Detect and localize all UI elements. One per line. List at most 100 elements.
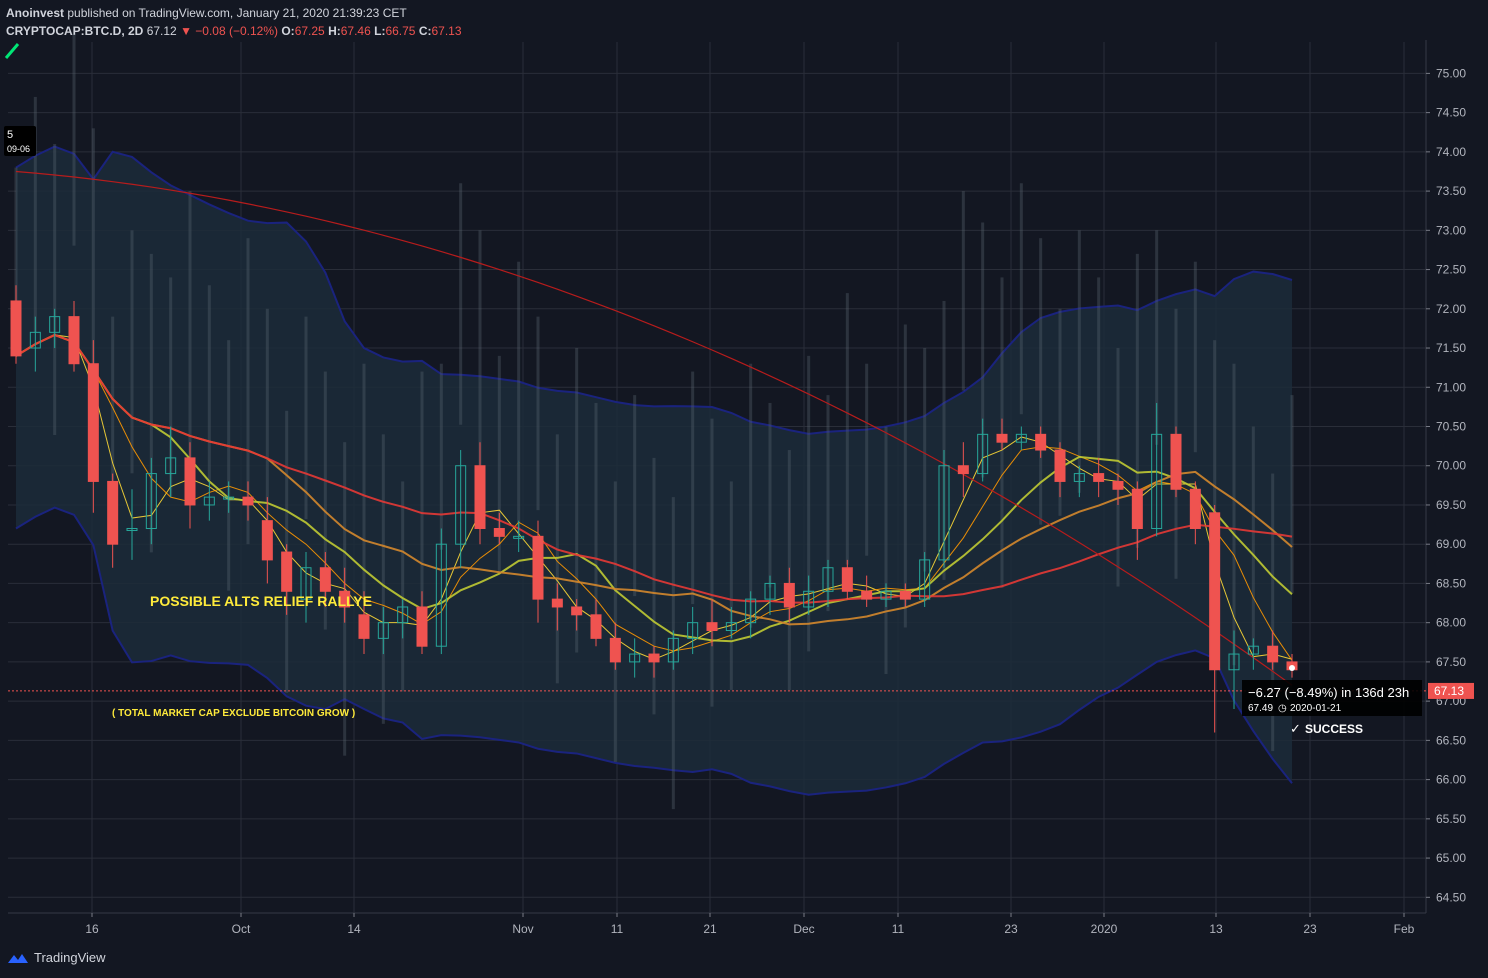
- market-cap-annotation[interactable]: ( TOTAL MARKET CAP EXCLUDE BITCOIN GROW …: [112, 708, 355, 719]
- candle-body: [1035, 433, 1047, 451]
- left-tag-line1: 5: [7, 129, 13, 141]
- volume-bar: [439, 363, 443, 550]
- open-value: 67.25: [294, 24, 325, 38]
- symbol-label[interactable]: CRYPTOCAP:BTC.D, 2D: [6, 24, 144, 38]
- candle-body: [919, 559, 931, 600]
- footer-brand[interactable]: TradingView: [6, 950, 106, 965]
- candle-body: [300, 567, 312, 600]
- price-axis-bg: [1426, 0, 1488, 978]
- candle-body: [261, 520, 273, 561]
- candle-body: [281, 551, 293, 592]
- long-term-average-line: [15, 170, 1293, 686]
- time-tick-label: Nov: [512, 922, 533, 936]
- bollinger-lower-line: [15, 506, 1293, 796]
- candle-body: [822, 567, 834, 592]
- measure-label[interactable]: −6.27 (−8.49%) in 136d 23h 67.49 ◷ 2020-…: [1242, 680, 1422, 716]
- volume-bar: [884, 426, 888, 674]
- candle-body: [358, 614, 370, 639]
- volume-bar: [188, 191, 192, 466]
- volume-bar: [517, 261, 521, 535]
- success-label: SUCCESS: [1305, 722, 1363, 736]
- corner-marker: [4, 43, 20, 59]
- volume-bar: [1019, 183, 1023, 415]
- time-tick-label: Dec: [793, 922, 814, 936]
- time-tick-label: 11: [611, 922, 624, 936]
- candle-body: [416, 606, 428, 647]
- candle-body: [474, 465, 486, 530]
- volume-bar: [807, 355, 811, 652]
- candle-body: [764, 582, 776, 600]
- candle-body: [938, 465, 950, 561]
- volume-bar: [729, 481, 733, 690]
- volume-bar: [691, 371, 695, 605]
- high-value: 67.46: [340, 24, 371, 38]
- price-change: ▼ −0.08 (−0.12%): [180, 24, 278, 38]
- last-price: 67.12: [146, 24, 177, 38]
- candle-body: [242, 496, 254, 506]
- candle-body: [880, 590, 892, 600]
- relief-rally-annotation[interactable]: POSSIBLE ALTS RELIEF RALLYE: [150, 593, 372, 609]
- candle-body: [996, 433, 1008, 443]
- measure-date: 2020-01-21: [1290, 703, 1342, 714]
- volume-bar: [749, 363, 753, 628]
- candle-body: [455, 465, 467, 545]
- price-tick-label: 73.00: [1436, 223, 1466, 237]
- tradingview-logo-icon: [8, 953, 28, 963]
- volume-bar: [1077, 230, 1081, 493]
- price-tick-label: 70.00: [1436, 459, 1466, 473]
- volume-bar: [1039, 238, 1043, 525]
- candle-body: [397, 606, 409, 624]
- volume-bar: [169, 277, 173, 497]
- moving-average-line: [15, 333, 1293, 604]
- volume-bar: [72, 34, 76, 246]
- volume-bar: [265, 308, 269, 536]
- clock-icon: ◷: [1278, 703, 1287, 714]
- candle-body: [899, 590, 911, 600]
- publisher-name[interactable]: Anoinvest: [6, 6, 65, 20]
- price-axis[interactable]: 75.00 74.50 74.00 73.50 73.00 72.50 72.00 71.50…: [1425, 0, 1488, 978]
- volume-bar: [207, 285, 211, 481]
- candle-body: [957, 465, 969, 475]
- candle-body: [513, 535, 525, 539]
- high-label: H:: [328, 24, 341, 38]
- candle-body: [629, 653, 641, 663]
- volume-bar: [633, 395, 637, 597]
- time-tick-label: 23: [1303, 922, 1317, 936]
- volume-bar: [304, 316, 308, 520]
- volume-bar: [826, 395, 830, 612]
- price-tick-label: 66.00: [1436, 773, 1466, 787]
- candle-body: [87, 363, 99, 482]
- volume-bar: [903, 324, 907, 628]
- time-axis[interactable]: 16 Oct 14 Nov 11 21 Dec 11 23 2020 13 23 Feb: [8, 912, 1426, 936]
- price-tick-label: 73.50: [1436, 184, 1466, 198]
- candle-body: [165, 457, 177, 475]
- volume-bar: [111, 316, 115, 505]
- volume-bar: [1213, 340, 1217, 587]
- volume-bar: [459, 183, 463, 425]
- price-tick-label: 70.50: [1436, 419, 1466, 433]
- checkmark-icon: ✓: [1290, 721, 1301, 736]
- volume-bar: [865, 363, 869, 556]
- candle-body: [745, 598, 757, 624]
- volume-bar: [246, 238, 250, 545]
- volume-bar: [575, 348, 579, 653]
- candle-body: [339, 590, 351, 608]
- price-tick-label: 65.50: [1436, 812, 1466, 826]
- volume-bar: [1193, 261, 1197, 453]
- candle-body: [1015, 433, 1027, 443]
- volume-bar: [1097, 277, 1101, 461]
- volume-bar: [227, 340, 231, 591]
- candle-body: [725, 622, 737, 632]
- close-value: 67.13: [431, 24, 462, 38]
- candle-body: [223, 496, 235, 500]
- candle-body: [126, 528, 138, 532]
- volume-bar: [1232, 363, 1236, 666]
- volume-bar: [1251, 426, 1255, 649]
- volume-bar: [1135, 253, 1139, 548]
- price-tick-label: 66.50: [1436, 733, 1466, 747]
- volume-bar: [1271, 473, 1275, 752]
- volume-bar: [652, 457, 656, 715]
- candle-body: [10, 300, 22, 357]
- candle-body: [184, 457, 196, 506]
